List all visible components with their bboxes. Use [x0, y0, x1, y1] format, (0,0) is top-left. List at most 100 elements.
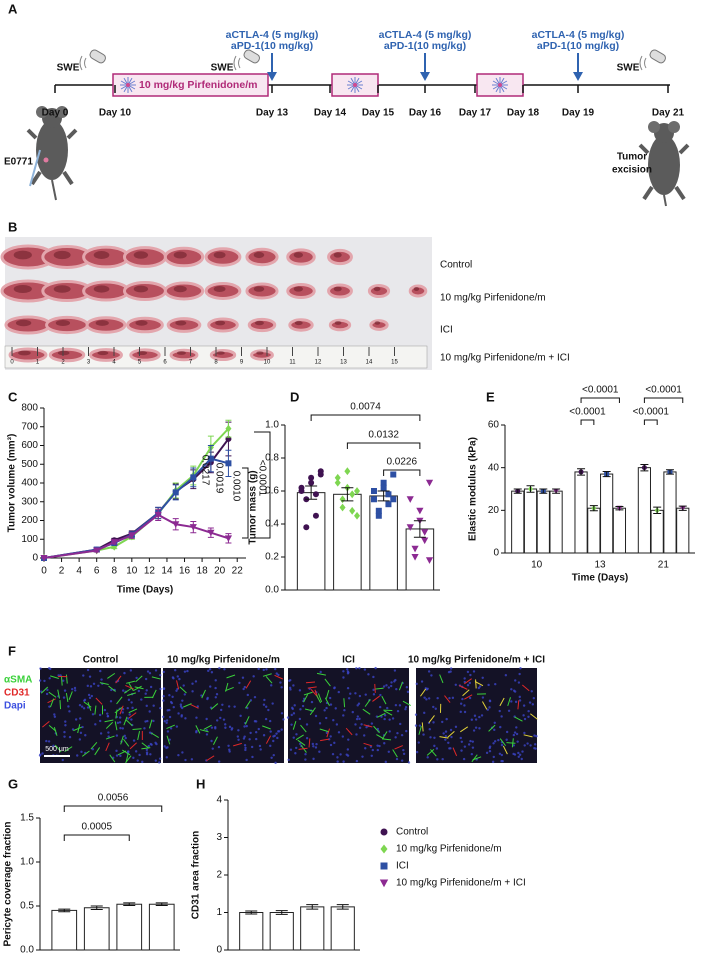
stain-fiber	[381, 695, 387, 705]
nucleus	[190, 758, 194, 761]
nucleus	[274, 761, 277, 765]
ruler-number: 2	[61, 360, 65, 366]
stain-fiber	[133, 685, 142, 691]
nucleus	[399, 722, 402, 726]
nucleus	[314, 714, 318, 718]
nucleus	[463, 704, 466, 707]
stain-fiber	[309, 707, 316, 716]
nucleus	[242, 687, 245, 691]
nucleus	[407, 761, 411, 764]
nucleus	[267, 708, 270, 712]
marker	[190, 474, 197, 481]
dose-label: aCTLA-4 (5 mg/kg)	[532, 29, 625, 41]
nucleus	[361, 755, 364, 758]
nucleus	[186, 669, 189, 673]
nucleus	[396, 709, 400, 713]
nucleus	[132, 756, 135, 760]
nucleus	[310, 700, 314, 704]
ruler-number: 10	[264, 360, 271, 366]
nucleus	[121, 727, 125, 730]
nucleus	[517, 681, 521, 684]
nucleus	[523, 744, 526, 747]
nucleus	[518, 699, 522, 702]
tumor-spot	[253, 251, 265, 259]
tumor-spot	[173, 251, 187, 259]
nucleus	[90, 694, 94, 698]
significance-bracket	[346, 442, 421, 449]
nucleus	[282, 718, 285, 721]
nucleus	[370, 722, 374, 725]
nucleus	[414, 724, 418, 727]
stain-fiber	[430, 749, 437, 757]
nucleus	[288, 679, 291, 682]
y-tick-label: 0.4	[265, 519, 279, 530]
stain-fiber	[114, 721, 118, 731]
probe-icon	[649, 49, 666, 64]
y-tick-label: 1.0	[20, 857, 34, 868]
nucleus	[195, 716, 198, 719]
stain-fiber	[68, 691, 73, 700]
stain-fiber	[345, 727, 353, 736]
nucleus	[237, 738, 240, 741]
nucleus	[162, 694, 165, 698]
nucleus	[129, 669, 133, 672]
nucleus	[444, 738, 447, 741]
nucleus	[279, 681, 282, 684]
nucleus	[441, 720, 444, 724]
nucleus	[63, 689, 67, 692]
stain-fiber	[377, 712, 386, 718]
nucleus	[383, 714, 387, 717]
stain-fiber	[94, 747, 101, 756]
stain-fiber	[326, 728, 330, 738]
stain-fiber	[402, 700, 412, 707]
nucleus	[355, 717, 359, 721]
nucleus	[262, 734, 266, 737]
nucleus	[363, 734, 366, 737]
nucleus	[432, 705, 435, 709]
nucleus	[414, 713, 418, 716]
stain-fiber	[83, 701, 92, 708]
nucleus	[179, 703, 183, 706]
nucleus	[376, 748, 380, 752]
dose-label: aCTLA-4 (5 mg/kg)	[226, 29, 319, 41]
tumor-spot	[173, 285, 187, 293]
nucleus	[183, 670, 187, 673]
nucleus	[144, 677, 148, 681]
nucleus	[505, 730, 509, 734]
nucleus	[217, 760, 221, 763]
marker	[339, 503, 346, 512]
nucleus	[100, 678, 103, 681]
nucleus	[292, 712, 296, 715]
stain-fiber	[523, 734, 533, 738]
nucleus	[342, 760, 345, 763]
nucleus	[127, 717, 130, 720]
stain-fiber	[195, 725, 201, 734]
marker	[339, 495, 346, 504]
arrow-head	[420, 72, 430, 81]
nucleus	[130, 718, 133, 721]
marker	[224, 535, 233, 542]
nucleus	[355, 733, 358, 736]
tumor-spot	[373, 286, 381, 292]
significance-bracket	[63, 805, 163, 812]
stain-fiber	[114, 706, 123, 714]
stain-fiber	[120, 735, 124, 745]
day-label: Day 0	[42, 108, 69, 119]
stain-fiber	[125, 719, 133, 727]
nucleus	[370, 754, 373, 757]
nucleus	[356, 715, 360, 718]
day-label: Day 14	[314, 108, 347, 119]
nucleus	[275, 732, 278, 735]
nucleus	[469, 739, 472, 743]
marker	[385, 501, 392, 508]
nucleus	[358, 726, 362, 730]
marker	[380, 484, 387, 491]
scale-bar-label: 500 µm	[45, 746, 69, 753]
nucleus	[510, 688, 513, 691]
nucleus	[518, 695, 521, 699]
nucleus	[417, 741, 420, 744]
nucleus	[518, 672, 521, 676]
nucleus	[48, 705, 51, 708]
p-value: 0.0010	[230, 471, 241, 502]
stain-fiber	[383, 710, 393, 716]
